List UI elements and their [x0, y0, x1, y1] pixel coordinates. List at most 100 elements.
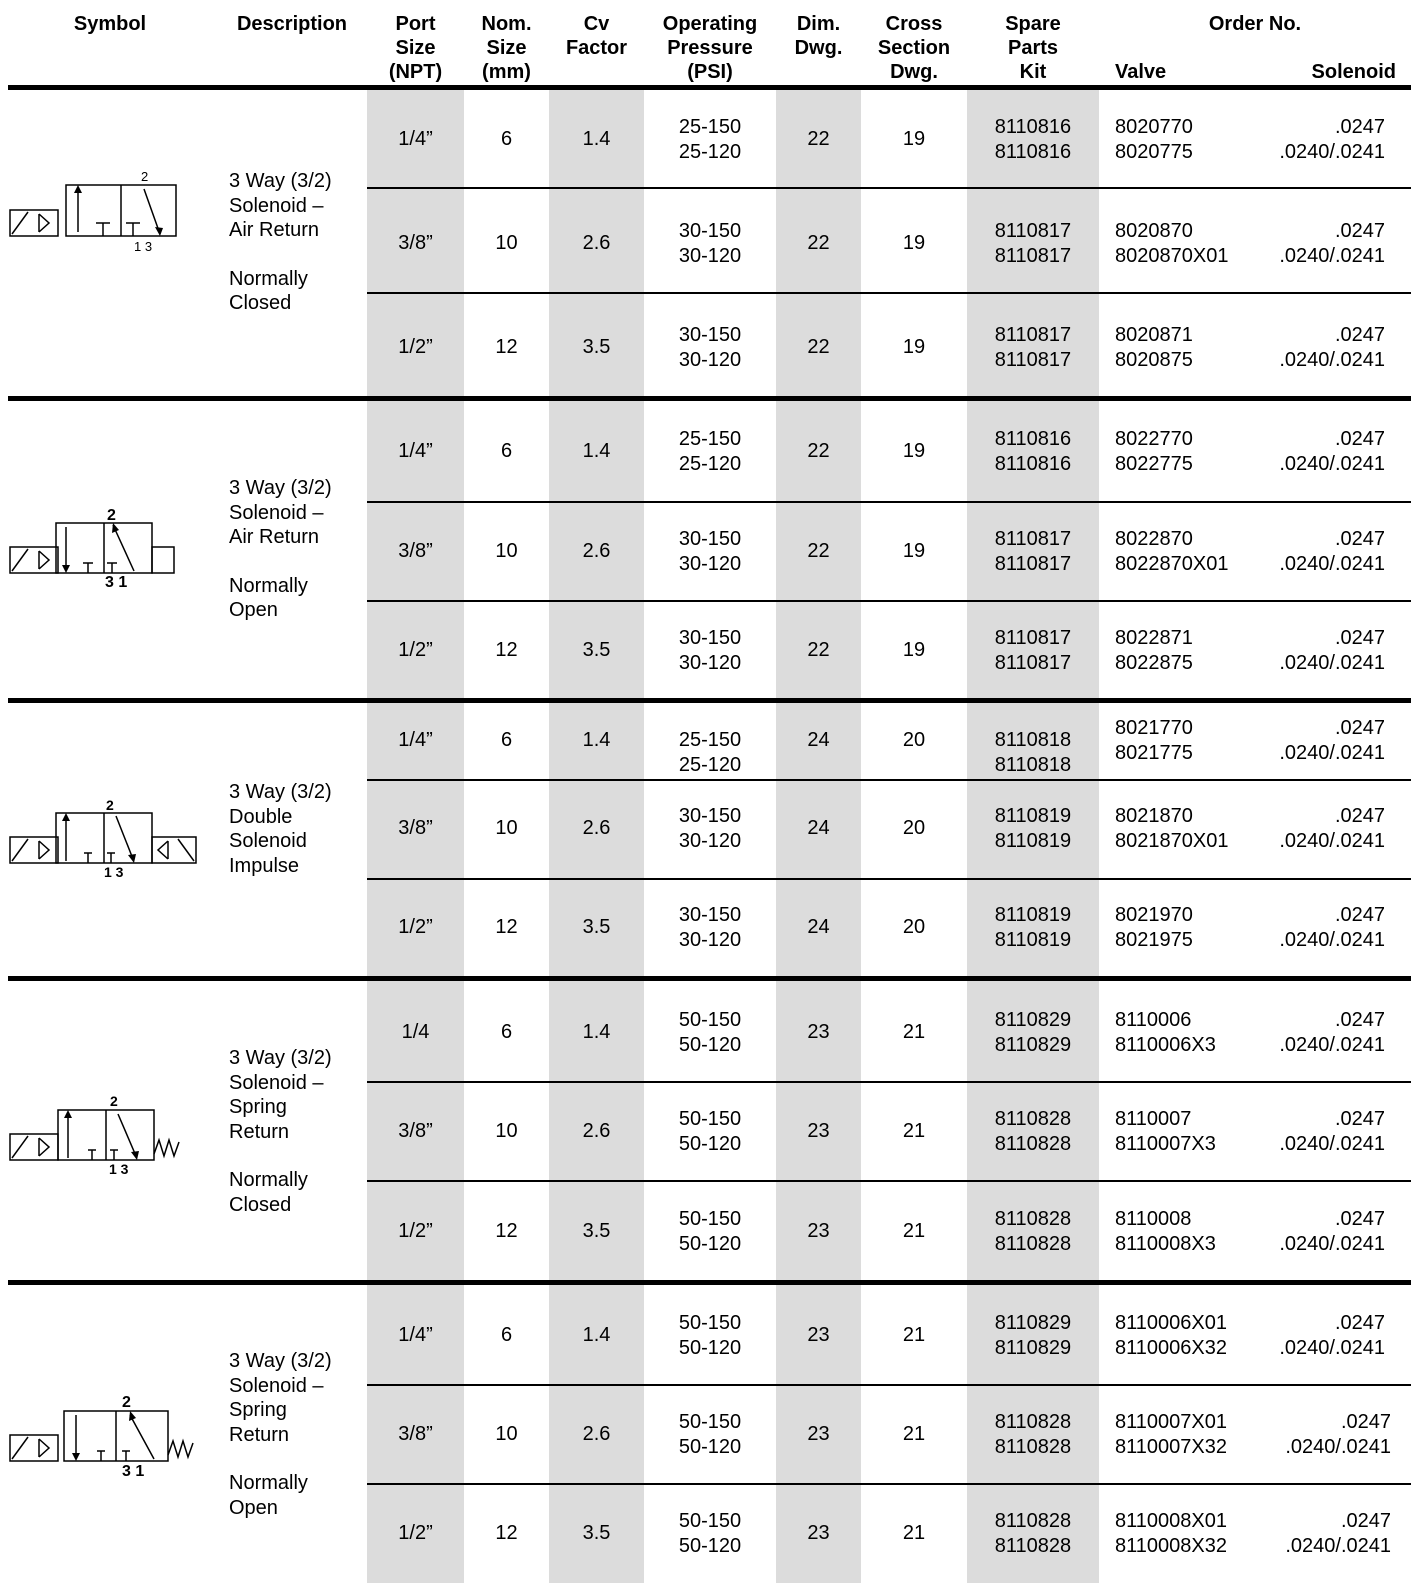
cross-section-cell: 19	[902, 639, 926, 661]
valve-order-value: 8110008X32	[1115, 1534, 1227, 1557]
header-nom-size-line: Size	[486, 37, 527, 59]
spare-parts-cell: 8110828 8110828	[967, 1410, 1099, 1459]
header-symbol: Symbol	[73, 13, 147, 35]
kit-value: 8110819	[994, 904, 1072, 926]
cross-section-cell: 19	[902, 540, 926, 562]
header-dim-dwg-line: Dim.	[796, 13, 841, 35]
kit-value: 8110816	[994, 140, 1072, 163]
description-line: Return	[229, 1120, 290, 1143]
nom-size-cell: 6	[500, 1021, 513, 1043]
valve-order-value: 8110007X01	[1115, 1411, 1227, 1433]
shade-port-size-column	[367, 89, 464, 1583]
spare-parts-cell: 8110829 8110829	[967, 1311, 1099, 1360]
group-description: 3 Way (3/2) Solenoid – Air Return Normal…	[229, 476, 364, 623]
kit-value: 8110819	[994, 928, 1072, 951]
description-line: Open	[229, 1496, 278, 1519]
header-spare-parts-line: Spare	[1005, 13, 1061, 35]
valve-order-value: 8021975	[1115, 928, 1193, 951]
port-size-cell: 1/2”	[398, 639, 433, 661]
solenoid-order-value: .0240/.0241	[1279, 651, 1385, 674]
pressure-value: 50-150	[678, 1411, 742, 1433]
dim-dwg-cell: 23	[807, 1220, 830, 1242]
kit-value: 8110819	[994, 805, 1072, 827]
solenoid-order-value: .0240/.0241	[1279, 244, 1385, 267]
group-rule	[8, 1280, 1411, 1285]
solenoid-order-value: .0240/.0241	[1279, 452, 1385, 475]
cross-section-cell: 19	[902, 128, 926, 150]
cv-factor-cell: 1.4	[582, 128, 611, 150]
cross-section-cell: 21	[902, 1423, 926, 1445]
pressure-value: 30-150	[678, 805, 742, 827]
kit-value: 8110819	[994, 829, 1072, 852]
kit-value: 8110817	[994, 220, 1072, 242]
nom-size-cell: 12	[495, 639, 518, 661]
nom-size-cell: 12	[495, 1220, 518, 1242]
pressure-value: 30-120	[678, 651, 742, 674]
valve-order-value: 8022775	[1115, 452, 1193, 475]
solenoid-order-value: .0247	[1340, 1510, 1391, 1532]
solenoid-order-value: .0240/.0241	[1279, 1336, 1385, 1359]
cv-factor-cell: 2.6	[582, 232, 611, 254]
valve-order-value: 8110007X3	[1115, 1132, 1216, 1155]
kit-value: 8110818	[994, 753, 1072, 776]
pressure-value: 30-150	[678, 904, 742, 926]
pressure-cell: 50-150 50-120	[644, 1008, 776, 1057]
valve-order-value: 8110008	[1115, 1208, 1192, 1230]
group-rule	[8, 698, 1411, 703]
solenoid-order-cell: .0247.0240/.0241	[1240, 527, 1385, 576]
pressure-cell: 50-150 50-120	[644, 1311, 776, 1360]
pressure-value: 30-120	[678, 928, 742, 951]
pressure-cell: 30-150 30-120	[644, 219, 776, 268]
dim-dwg-cell: 24	[807, 817, 830, 839]
valve-order-value: 8020875	[1115, 348, 1193, 371]
solenoid-order-value: .0247	[1334, 805, 1385, 827]
header-dim-dwg-line: Dwg.	[794, 37, 843, 59]
solenoid-order-value: .0247	[1334, 1312, 1385, 1334]
spare-parts-cell: 8110817 8110817	[967, 527, 1099, 576]
port-size-cell: 1/2”	[398, 1522, 433, 1544]
cross-section-cell: 21	[902, 1021, 926, 1043]
pressure-value: 50-120	[678, 1232, 742, 1255]
cross-section-cell: 21	[902, 1522, 926, 1544]
cross-section-cell: 20	[902, 817, 926, 839]
valve-order-value: 8022871	[1115, 627, 1193, 649]
valve-order-value: 8021770	[1115, 717, 1193, 739]
pressure-value: 30-150	[678, 220, 742, 242]
pressure-value: 25-150	[678, 428, 742, 450]
description-line: Return	[229, 1423, 290, 1446]
solenoid-order-cell: .0247.0240/.0241	[1240, 1107, 1385, 1156]
group-description: 3 Way (3/2) Solenoid – Spring Return Nor…	[229, 1046, 364, 1217]
pressure-cell: 25-150 25-120	[644, 728, 776, 777]
header-spare-parts-line: Parts	[1007, 37, 1059, 59]
dim-dwg-cell: 23	[807, 1120, 830, 1142]
description-line: Normally	[229, 574, 308, 597]
header-nom-size-line: (mm)	[482, 61, 531, 83]
valve-order-cell: 8110008X01 8110008X32	[1115, 1509, 1265, 1558]
valve-order-cell: 8020770 8020775	[1115, 115, 1265, 164]
cv-factor-cell: 3.5	[582, 1220, 611, 1242]
dim-dwg-cell: 23	[807, 1423, 830, 1445]
solenoid-order-cell: .0247.0240/.0241	[1240, 716, 1385, 765]
description-line: Air Return	[229, 526, 320, 548]
port-size-cell: 1/4”	[398, 128, 433, 150]
spare-parts-cell: 8110817 8110817	[967, 323, 1099, 372]
valve-symbol-double-solenoid: 2 1 3	[8, 798, 208, 888]
kit-value: 8110817	[994, 348, 1072, 371]
header-nom-size: Nom. Size (mm)	[464, 12, 549, 84]
nom-size-cell: 10	[495, 232, 518, 254]
solenoid-order-cell: .0247.0240/.0241	[1240, 1207, 1385, 1256]
port-size-cell: 1/4”	[398, 1324, 433, 1346]
kit-value: 8110828	[994, 1510, 1072, 1532]
valve-order-cell: 8110006 8110006X3	[1115, 1008, 1265, 1057]
header-order-no: Order No.	[1208, 13, 1302, 35]
description-line: Solenoid –	[229, 1374, 324, 1397]
pressure-value: 25-150	[678, 729, 742, 751]
header-operating-pressure-line: Pressure	[667, 37, 753, 59]
header-operating-pressure-line: Operating	[662, 13, 758, 35]
dim-dwg-cell: 23	[807, 1021, 830, 1043]
port-size-cell: 3/8”	[398, 540, 433, 562]
dim-dwg-cell: 22	[807, 639, 830, 661]
cross-section-cell: 19	[902, 440, 926, 462]
pressure-value: 50-150	[678, 1208, 742, 1230]
